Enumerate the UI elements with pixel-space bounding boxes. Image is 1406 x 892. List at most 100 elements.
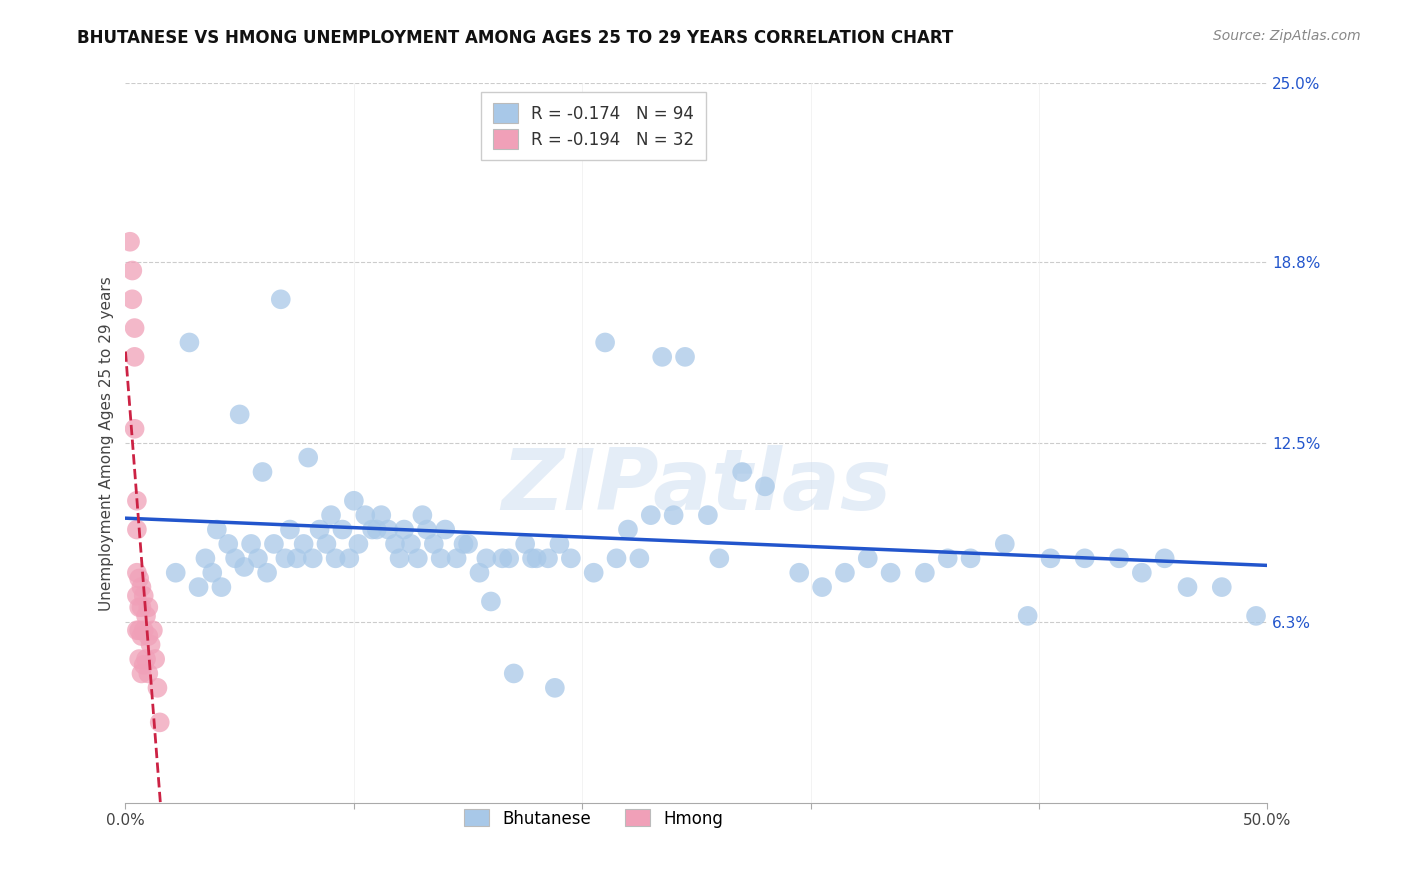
Point	[125, 566, 148, 580]
Point	[388, 551, 411, 566]
Point	[475, 551, 498, 566]
Point	[319, 508, 342, 523]
Point	[325, 551, 347, 566]
Point	[142, 624, 165, 638]
Point	[201, 566, 224, 580]
Point	[128, 600, 150, 615]
Point	[361, 523, 384, 537]
Point	[515, 537, 537, 551]
Point	[205, 523, 228, 537]
Point	[131, 580, 153, 594]
Point	[1017, 608, 1039, 623]
Point	[640, 508, 662, 523]
Point	[135, 652, 157, 666]
Text: BHUTANESE VS HMONG UNEMPLOYMENT AMONG AGES 25 TO 29 YEARS CORRELATION CHART: BHUTANESE VS HMONG UNEMPLOYMENT AMONG AG…	[77, 29, 953, 46]
Point	[537, 551, 560, 566]
Legend: Bhutanese, Hmong: Bhutanese, Hmong	[458, 803, 730, 834]
Point	[787, 566, 810, 580]
Point	[354, 508, 377, 523]
Point	[270, 293, 292, 307]
Point	[125, 589, 148, 603]
Point	[811, 580, 834, 594]
Point	[292, 537, 315, 551]
Point	[217, 537, 239, 551]
Point	[520, 551, 543, 566]
Point	[131, 629, 153, 643]
Point	[278, 523, 301, 537]
Point	[377, 523, 399, 537]
Point	[301, 551, 323, 566]
Point	[194, 551, 217, 566]
Point	[146, 681, 169, 695]
Y-axis label: Unemployment Among Ages 25 to 29 years: Unemployment Among Ages 25 to 29 years	[100, 276, 114, 610]
Point	[1177, 580, 1199, 594]
Point	[179, 335, 201, 350]
Point	[582, 566, 605, 580]
Point	[347, 537, 370, 551]
Point	[131, 666, 153, 681]
Point	[121, 263, 143, 277]
Point	[662, 508, 685, 523]
Point	[332, 523, 354, 537]
Point	[149, 715, 172, 730]
Point	[132, 657, 155, 672]
Point	[343, 493, 366, 508]
Point	[136, 666, 159, 681]
Point	[124, 321, 146, 335]
Point	[502, 666, 524, 681]
Point	[673, 350, 696, 364]
Point	[526, 551, 548, 566]
Text: Source: ZipAtlas.com: Source: ZipAtlas.com	[1213, 29, 1361, 43]
Point	[337, 551, 360, 566]
Point	[128, 652, 150, 666]
Point	[498, 551, 520, 566]
Point	[139, 638, 162, 652]
Point	[308, 523, 330, 537]
Point	[709, 551, 731, 566]
Point	[125, 624, 148, 638]
Text: ZIPatlas: ZIPatlas	[502, 445, 891, 528]
Point	[434, 523, 457, 537]
Point	[118, 235, 141, 249]
Point	[1244, 608, 1267, 623]
Point	[491, 551, 513, 566]
Point	[1074, 551, 1097, 566]
Point	[560, 551, 582, 566]
Point	[135, 608, 157, 623]
Point	[856, 551, 879, 566]
Point	[879, 566, 901, 580]
Point	[252, 465, 274, 479]
Point	[285, 551, 308, 566]
Point	[617, 523, 640, 537]
Point	[165, 566, 187, 580]
Point	[994, 537, 1017, 551]
Point	[233, 560, 256, 574]
Point	[263, 537, 285, 551]
Point	[240, 537, 263, 551]
Point	[131, 600, 153, 615]
Point	[423, 537, 446, 551]
Point	[315, 537, 337, 551]
Point	[1039, 551, 1062, 566]
Point	[136, 629, 159, 643]
Point	[593, 335, 616, 350]
Point	[1153, 551, 1175, 566]
Point	[914, 566, 936, 580]
Point	[548, 537, 571, 551]
Point	[544, 681, 567, 695]
Point	[1130, 566, 1153, 580]
Point	[392, 523, 415, 537]
Point	[370, 508, 392, 523]
Point	[731, 465, 754, 479]
Point	[453, 537, 475, 551]
Point	[124, 422, 146, 436]
Point	[754, 479, 776, 493]
Point	[479, 594, 502, 608]
Point	[209, 580, 232, 594]
Point	[128, 624, 150, 638]
Point	[132, 624, 155, 638]
Point	[1211, 580, 1233, 594]
Point	[125, 523, 148, 537]
Point	[121, 293, 143, 307]
Point	[834, 566, 856, 580]
